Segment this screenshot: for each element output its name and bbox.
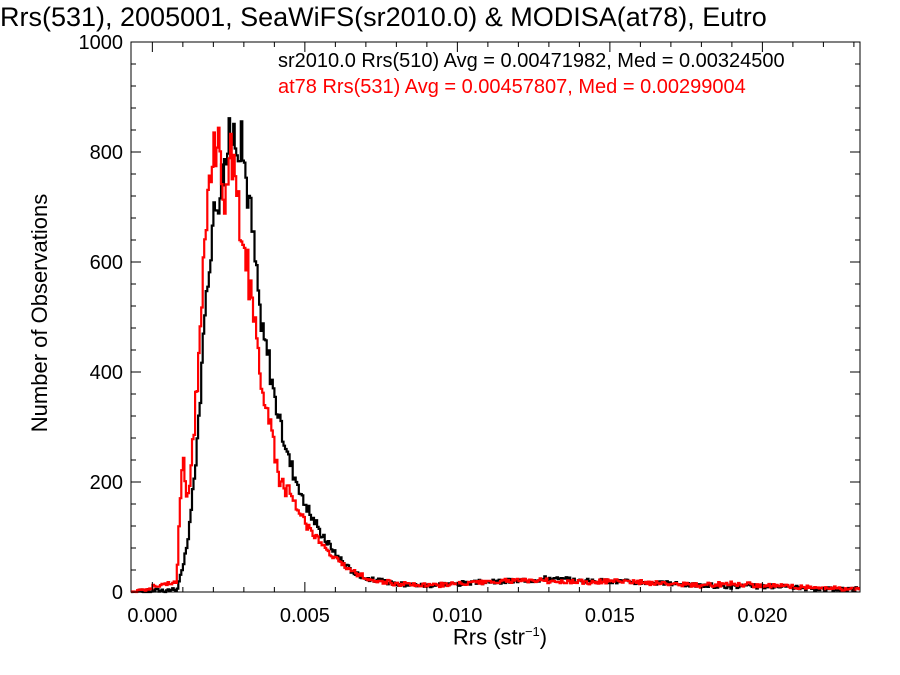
chart-title: Rrs(531), 2005001, SeaWiFS(sr2010.0) & M… bbox=[0, 2, 767, 32]
y-tick-label: 1000 bbox=[79, 32, 124, 54]
series-line-0 bbox=[131, 117, 860, 594]
annotation-black-series: sr2010.0 Rrs(510) Avg = 0.00471982, Med … bbox=[278, 50, 785, 72]
x-tick-label: 0.000 bbox=[127, 605, 177, 627]
x-tick-label: 0.005 bbox=[280, 605, 330, 627]
x-axis-label-superscript: −1 bbox=[524, 624, 540, 639]
y-tick-label: 800 bbox=[90, 142, 123, 164]
x-axis-label-close: ) bbox=[539, 624, 548, 650]
x-axis-label: Rrs (str−1) bbox=[390, 624, 610, 650]
y-axis-label: Number of Observations bbox=[27, 193, 52, 433]
x-tick-label: 0.010 bbox=[432, 605, 482, 627]
y-tick-label: 0 bbox=[112, 582, 123, 604]
plot-frame bbox=[130, 41, 861, 593]
annotation-red-series: at78 Rrs(531) Avg = 0.00457807, Med = 0.… bbox=[278, 76, 746, 98]
y-tick-label: 400 bbox=[90, 362, 123, 384]
x-axis-label-text: Rrs (str bbox=[452, 624, 525, 650]
x-tick-label: 0.015 bbox=[585, 605, 635, 627]
x-tick-label: 0.020 bbox=[737, 605, 787, 627]
y-tick-label: 200 bbox=[90, 472, 123, 494]
y-tick-label: 600 bbox=[90, 252, 123, 274]
series-line-1 bbox=[131, 126, 860, 594]
